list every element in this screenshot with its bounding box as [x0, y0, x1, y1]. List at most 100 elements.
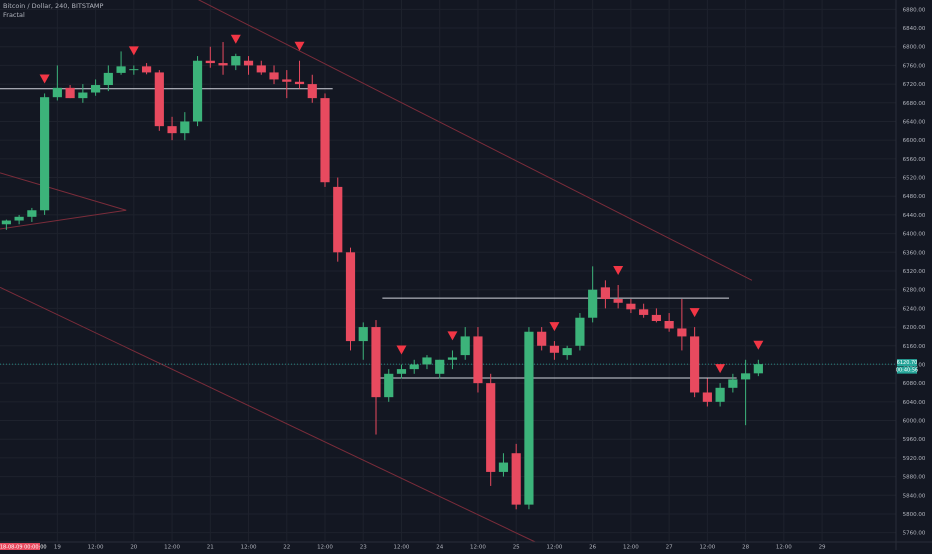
price-tick-label: 6560.00	[903, 157, 926, 163]
countdown-box	[897, 366, 917, 374]
candle-body	[52, 87, 62, 98]
time-tick-label: 25	[513, 545, 520, 551]
candle-body	[664, 320, 674, 329]
time-tick-label: 27	[666, 545, 673, 551]
candle-body	[473, 336, 483, 384]
candle-body	[218, 63, 228, 66]
candle-body	[141, 66, 152, 73]
trend-line	[0, 286, 536, 543]
countdown-label: 00:40:56	[896, 368, 918, 374]
candle-body	[409, 364, 419, 370]
candle-body	[575, 317, 585, 346]
fractal-marker	[613, 266, 624, 276]
time-tick-label: 29	[819, 545, 826, 551]
price-tick-label: 5880.00	[903, 475, 926, 481]
symbol-title[interactable]: Bitcoin / Dollar, 240, BITSTAMP	[3, 2, 104, 10]
time-tick-label: 24	[436, 545, 443, 551]
candle-body	[269, 72, 279, 80]
candles	[1, 42, 763, 510]
candle-body	[243, 60, 254, 66]
candle-body	[1, 220, 11, 225]
candle-body	[651, 314, 661, 321]
candle-body	[167, 126, 177, 134]
candle-body	[486, 383, 496, 472]
time-tick-label: 22	[283, 545, 290, 551]
fractal-markers	[39, 34, 764, 374]
price-tick-label: 6640.00	[903, 119, 926, 125]
time-tick-label: 21	[207, 545, 214, 551]
candle-body	[192, 60, 203, 122]
fractal-marker	[396, 345, 407, 355]
fractal-marker	[715, 364, 726, 374]
candle-body	[690, 336, 700, 393]
trend-line	[0, 209, 127, 230]
candle-body	[231, 56, 241, 66]
time-tick-label: 12:00	[776, 545, 792, 551]
drawing-layer[interactable]	[0, 0, 896, 543]
fractal-marker	[39, 74, 50, 84]
price-tick-label: 6680.00	[903, 101, 926, 107]
candle-body	[728, 379, 738, 388]
time-tick-label: 12:00	[623, 545, 639, 551]
candle-body	[78, 92, 88, 99]
price-tick-label: 6160.00	[903, 344, 926, 350]
time-tick-label: 12:00	[164, 545, 180, 551]
candle-body	[205, 60, 215, 64]
candle-body	[460, 336, 470, 356]
candle-body	[345, 252, 356, 342]
price-tick-label: 6800.00	[903, 45, 926, 51]
grid	[0, 0, 896, 542]
fractal-marker	[230, 34, 241, 44]
candle-body	[27, 210, 37, 217]
time-tick-label: 23	[360, 545, 367, 551]
current-price-label: 6120.70	[897, 360, 918, 366]
price-tick-label: 6040.00	[903, 400, 926, 406]
time-tick-label: 28	[742, 545, 749, 551]
candle-body	[435, 359, 445, 374]
price-tick-label: 5800.00	[903, 512, 926, 518]
price-tick-label: 6000.00	[903, 419, 926, 425]
price-tick-label: 6360.00	[903, 250, 926, 256]
price-tick-label: 6320.00	[903, 269, 926, 275]
chart-header: Bitcoin / Dollar, 240, BITSTAMP Fractal	[3, 2, 103, 20]
time-tick-label: 12:00	[317, 545, 333, 551]
price-tick-label: 5840.00	[903, 493, 926, 499]
candle-body	[677, 328, 687, 337]
candle-body	[549, 345, 560, 353]
candle-body	[753, 364, 763, 374]
fractal-marker	[549, 322, 560, 332]
price-tick-label: 6200.00	[903, 325, 926, 331]
fractal-marker	[689, 308, 700, 318]
trend-line	[0, 172, 127, 211]
candle-body	[154, 72, 164, 127]
candle-body	[626, 303, 636, 310]
candle-body	[537, 331, 547, 346]
candle-body	[294, 81, 305, 85]
candle-body	[498, 462, 509, 472]
price-tick-label: 6720.00	[903, 82, 926, 88]
candle-body	[358, 327, 368, 342]
candle-body	[447, 357, 458, 360]
price-tick-label: 5960.00	[903, 437, 926, 443]
candle-body	[65, 87, 75, 99]
candle-body	[715, 387, 725, 402]
time-tick-label: 20	[130, 545, 137, 551]
candle-body	[116, 66, 126, 73]
time-tick-label: 12:00	[88, 545, 104, 551]
fractal-indicator-label[interactable]: Fractal	[3, 11, 25, 19]
price-tick-label: 6480.00	[903, 194, 926, 200]
candle-body	[639, 309, 649, 315]
candle-body	[562, 348, 572, 356]
price-tick-label: 6080.00	[903, 381, 926, 387]
candle-body	[588, 289, 598, 318]
candle-body	[384, 373, 394, 398]
candle-body	[371, 327, 381, 398]
price-tick-label: 6840.00	[903, 26, 926, 32]
candle-body	[180, 121, 190, 134]
candle-body	[129, 69, 139, 71]
price-tick-label: 6880.00	[903, 7, 926, 13]
